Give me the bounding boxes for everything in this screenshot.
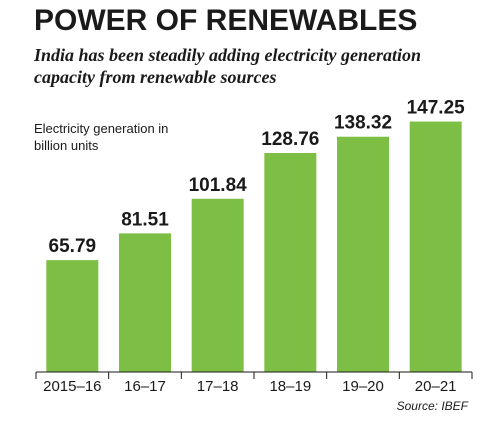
bar-value-label: 138.32 [334, 113, 392, 134]
y-axis-label: Electricity generation in billion units [34, 121, 169, 153]
x-tick-label: 16–17 [124, 378, 166, 395]
x-tick-label: 19–20 [342, 378, 384, 395]
bar-value-label: 81.51 [121, 209, 169, 230]
bar-value-label: 65.79 [49, 236, 97, 257]
bar [337, 136, 389, 372]
bar [191, 198, 244, 372]
bar [119, 233, 171, 372]
bar-value-label: 147.25 [407, 98, 466, 119]
bar-value-label: 101.84 [189, 175, 248, 196]
chart-subtitle: India has been steadily adding electrici… [34, 45, 421, 87]
bar [409, 121, 462, 372]
bar-value-label: 128.76 [261, 129, 319, 150]
x-tick-label: 17–18 [197, 378, 239, 395]
source-note: Source: IBEF [396, 399, 468, 413]
bar [46, 260, 99, 372]
bar [264, 152, 317, 372]
x-tick-label: 20–21 [415, 378, 457, 395]
x-tick-label: 2015–16 [43, 378, 101, 395]
chart-title: POWER OF RENEWABLES [34, 4, 418, 37]
x-tick-label: 18–19 [269, 378, 311, 395]
